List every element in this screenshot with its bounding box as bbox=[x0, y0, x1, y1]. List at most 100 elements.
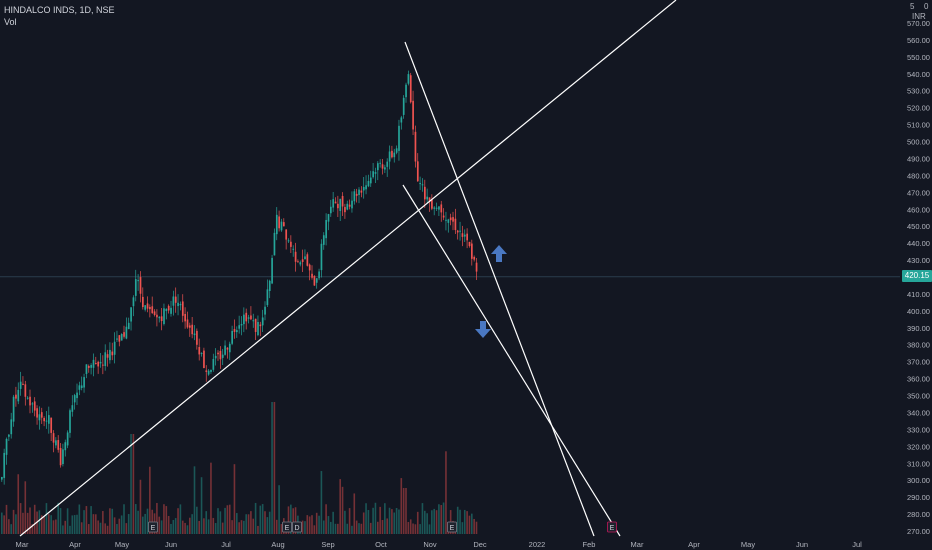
volume-bar bbox=[69, 525, 71, 534]
candle-body bbox=[73, 395, 76, 403]
volume-bar bbox=[409, 519, 412, 534]
volume-bar bbox=[45, 503, 48, 534]
volume-bar bbox=[301, 520, 304, 534]
volume-bar bbox=[278, 485, 280, 534]
volume-bar bbox=[374, 502, 377, 534]
candle-body bbox=[405, 84, 407, 98]
candle-body bbox=[337, 203, 339, 209]
candle-body bbox=[69, 410, 71, 433]
event-marker-label: E bbox=[450, 525, 455, 532]
volume-bar bbox=[320, 471, 323, 534]
candle-body bbox=[33, 401, 36, 411]
candle-body bbox=[290, 241, 292, 247]
candle-body bbox=[421, 184, 424, 186]
candle-body bbox=[346, 203, 349, 210]
candle-body bbox=[95, 363, 97, 365]
event-marker bbox=[607, 521, 617, 533]
candle-body bbox=[400, 117, 403, 123]
volume-bar bbox=[43, 516, 45, 534]
volume-bar bbox=[266, 517, 269, 534]
volume-bar bbox=[172, 519, 175, 534]
candle-body bbox=[377, 163, 379, 171]
volume-bar bbox=[412, 523, 414, 534]
price-tick-label: 270.00 bbox=[907, 527, 930, 536]
volume-bar bbox=[311, 515, 313, 534]
candle-body bbox=[90, 365, 92, 368]
volume-bar bbox=[468, 515, 471, 534]
volume-bar bbox=[116, 524, 118, 534]
candle-body bbox=[308, 264, 311, 271]
event-marker bbox=[282, 521, 292, 533]
volume-label[interactable]: Vol bbox=[4, 17, 17, 27]
volume-bar bbox=[440, 505, 443, 534]
volume-bar bbox=[5, 504, 8, 534]
candle-body bbox=[137, 280, 139, 282]
candle-body bbox=[318, 271, 320, 279]
price-tick-label: 540.00 bbox=[907, 70, 930, 79]
candle-body bbox=[330, 206, 332, 214]
candle-body bbox=[165, 308, 168, 312]
volume-bar bbox=[104, 523, 106, 534]
candle-body bbox=[85, 364, 88, 374]
descending-trendline-upper bbox=[404, 41, 595, 537]
volume-bar bbox=[372, 507, 374, 534]
volume-bar bbox=[322, 520, 325, 534]
volume-bar bbox=[245, 514, 247, 534]
volume-bar bbox=[57, 502, 59, 534]
candle-body bbox=[301, 259, 304, 262]
volume-bar bbox=[127, 514, 130, 534]
candle-body bbox=[398, 125, 400, 151]
volume-bar bbox=[191, 514, 193, 534]
volume-bar bbox=[10, 524, 12, 534]
candle-body bbox=[285, 229, 288, 240]
volume-bar bbox=[97, 520, 99, 534]
volume-bar bbox=[259, 505, 262, 534]
candle-body bbox=[50, 417, 53, 433]
candle-body bbox=[3, 452, 6, 478]
candle-body bbox=[228, 343, 231, 353]
volume-bar bbox=[456, 506, 459, 534]
volume-bar bbox=[240, 520, 243, 534]
candle-body bbox=[473, 256, 476, 260]
volume-bar bbox=[463, 509, 466, 534]
candle-body bbox=[99, 361, 102, 364]
volume-bar bbox=[48, 514, 50, 534]
candle-body bbox=[358, 189, 360, 196]
candle-body bbox=[468, 241, 471, 247]
time-axis-label: Feb bbox=[583, 540, 596, 549]
candle-body bbox=[55, 440, 57, 446]
candle-body bbox=[151, 306, 154, 314]
candle-body bbox=[236, 330, 238, 333]
price-tick-label: 510.00 bbox=[907, 121, 930, 130]
candle-body bbox=[163, 308, 165, 324]
volume-bar bbox=[355, 520, 358, 534]
price-tick-label: 400.00 bbox=[907, 307, 930, 316]
candle-body bbox=[341, 195, 344, 207]
candle-body bbox=[372, 171, 374, 178]
volume-bar bbox=[177, 508, 179, 534]
symbol-title[interactable]: HINDALCO INDS, 1D, NSE bbox=[4, 5, 115, 15]
volume-bar bbox=[327, 516, 330, 534]
volume-bar bbox=[78, 504, 81, 534]
candle-body bbox=[219, 350, 222, 360]
up-arrow-icon bbox=[491, 245, 507, 262]
candle-body bbox=[459, 230, 461, 232]
candle-body bbox=[64, 442, 67, 451]
candle-body bbox=[198, 347, 201, 355]
candle-body bbox=[353, 191, 356, 202]
price-tick-label: 280.00 bbox=[907, 510, 930, 519]
candle-body bbox=[10, 419, 13, 435]
candle-body bbox=[118, 335, 121, 342]
candle-body bbox=[205, 370, 208, 372]
volume-bar bbox=[226, 505, 229, 534]
candle-body bbox=[160, 316, 163, 322]
volume-bar bbox=[388, 507, 391, 534]
volume-bar bbox=[421, 503, 424, 534]
volume-bar bbox=[236, 513, 238, 534]
candle-body bbox=[280, 221, 283, 231]
price-tick-label: 330.00 bbox=[907, 425, 930, 434]
candle-body bbox=[193, 333, 196, 336]
volume-bar bbox=[200, 477, 203, 534]
candle-body bbox=[83, 377, 85, 388]
